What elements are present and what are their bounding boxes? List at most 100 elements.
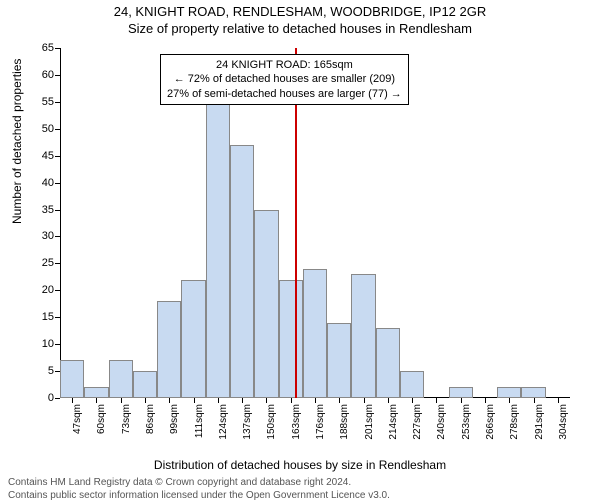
histogram-bar	[181, 280, 205, 398]
y-tick-label: 25	[42, 257, 54, 269]
y-tick-label: 65	[42, 42, 54, 54]
histogram-chart: 0510152025303540455055606547sqm60sqm73sq…	[60, 48, 570, 398]
x-tick-mark	[121, 398, 122, 403]
y-tick-mark	[55, 344, 60, 345]
x-tick-label: 163sqm	[291, 404, 302, 440]
x-tick-mark	[388, 398, 389, 403]
x-axis-label: Distribution of detached houses by size …	[0, 458, 600, 472]
x-tick-label: 291sqm	[534, 404, 545, 440]
annotation-line: 27% of semi-detached houses are larger (…	[167, 87, 402, 101]
y-tick-mark	[55, 210, 60, 211]
histogram-bar	[497, 387, 521, 398]
x-tick-mark	[96, 398, 97, 403]
y-tick-label: 50	[42, 123, 54, 135]
y-tick-label: 35	[42, 204, 54, 216]
y-tick-mark	[55, 48, 60, 49]
x-tick-label: 214sqm	[388, 404, 399, 440]
histogram-bar	[400, 371, 424, 398]
y-axis-label: Number of detached properties	[10, 59, 24, 224]
x-tick-mark	[218, 398, 219, 403]
y-axis-line	[60, 48, 61, 398]
page-title-address: 24, KNIGHT ROAD, RENDLESHAM, WOODBRIDGE,…	[0, 4, 600, 19]
histogram-bar	[254, 210, 278, 398]
y-tick-label: 45	[42, 150, 54, 162]
y-tick-mark	[55, 129, 60, 130]
y-tick-mark	[55, 398, 60, 399]
y-tick-mark	[55, 102, 60, 103]
x-tick-mark	[558, 398, 559, 403]
histogram-bar	[376, 328, 400, 398]
x-tick-mark	[339, 398, 340, 403]
histogram-bar	[279, 280, 303, 398]
x-tick-mark	[509, 398, 510, 403]
footer-line2: Contains public sector information licen…	[8, 490, 592, 503]
y-tick-mark	[55, 263, 60, 264]
histogram-bar	[327, 323, 351, 398]
x-tick-label: 176sqm	[315, 404, 326, 440]
y-tick-mark	[55, 290, 60, 291]
y-tick-mark	[55, 317, 60, 318]
x-tick-mark	[242, 398, 243, 403]
y-tick-mark	[55, 156, 60, 157]
x-tick-label: 60sqm	[96, 404, 107, 434]
x-tick-mark	[461, 398, 462, 403]
y-tick-label: 15	[42, 311, 54, 323]
y-tick-mark	[55, 75, 60, 76]
y-tick-label: 5	[48, 365, 54, 377]
x-tick-label: 201sqm	[364, 404, 375, 440]
x-tick-mark	[485, 398, 486, 403]
x-tick-mark	[266, 398, 267, 403]
y-tick-mark	[55, 183, 60, 184]
x-tick-mark	[534, 398, 535, 403]
x-tick-mark	[169, 398, 170, 403]
annotation-box: 24 KNIGHT ROAD: 165sqm← 72% of detached …	[160, 54, 409, 105]
x-tick-label: 304sqm	[558, 404, 569, 440]
x-tick-mark	[194, 398, 195, 403]
x-tick-label: 278sqm	[509, 404, 520, 440]
histogram-bar	[109, 360, 133, 398]
x-tick-label: 240sqm	[436, 404, 447, 440]
page-subtitle: Size of property relative to detached ho…	[0, 21, 600, 36]
x-tick-mark	[412, 398, 413, 403]
y-tick-label: 60	[42, 69, 54, 81]
x-tick-mark	[315, 398, 316, 403]
x-tick-label: 47sqm	[72, 404, 83, 434]
x-tick-label: 266sqm	[485, 404, 496, 440]
x-tick-mark	[145, 398, 146, 403]
annotation-line: ← 72% of detached houses are smaller (20…	[167, 72, 402, 86]
x-tick-label: 86sqm	[145, 404, 156, 434]
y-tick-mark	[55, 236, 60, 237]
x-tick-mark	[72, 398, 73, 403]
y-tick-label: 20	[42, 284, 54, 296]
histogram-bar	[351, 274, 375, 398]
x-tick-label: 137sqm	[242, 404, 253, 440]
y-tick-label: 40	[42, 177, 54, 189]
y-tick-label: 30	[42, 230, 54, 242]
y-tick-label: 0	[48, 392, 54, 404]
y-tick-label: 55	[42, 96, 54, 108]
histogram-bar	[230, 145, 254, 398]
x-tick-label: 111sqm	[194, 404, 205, 438]
x-tick-label: 99sqm	[169, 404, 180, 434]
footer-attribution: Contains HM Land Registry data © Crown c…	[8, 477, 592, 502]
histogram-bar	[60, 360, 84, 398]
x-tick-mark	[364, 398, 365, 403]
x-tick-label: 124sqm	[218, 404, 229, 440]
x-tick-mark	[291, 398, 292, 403]
x-tick-label: 227sqm	[412, 404, 423, 440]
histogram-bar	[84, 387, 108, 398]
annotation-line: 24 KNIGHT ROAD: 165sqm	[167, 58, 402, 72]
histogram-bar	[157, 301, 181, 398]
histogram-bar	[303, 269, 327, 398]
histogram-bar	[133, 371, 157, 398]
x-tick-label: 150sqm	[266, 404, 277, 440]
histogram-bar	[449, 387, 473, 398]
x-tick-label: 253sqm	[461, 404, 472, 440]
x-tick-label: 73sqm	[121, 404, 132, 434]
plot-area: 0510152025303540455055606547sqm60sqm73sq…	[60, 48, 570, 398]
x-tick-mark	[436, 398, 437, 403]
histogram-bar	[521, 387, 545, 398]
x-tick-label: 188sqm	[339, 404, 350, 440]
y-tick-label: 10	[42, 338, 54, 350]
histogram-bar	[206, 102, 230, 398]
